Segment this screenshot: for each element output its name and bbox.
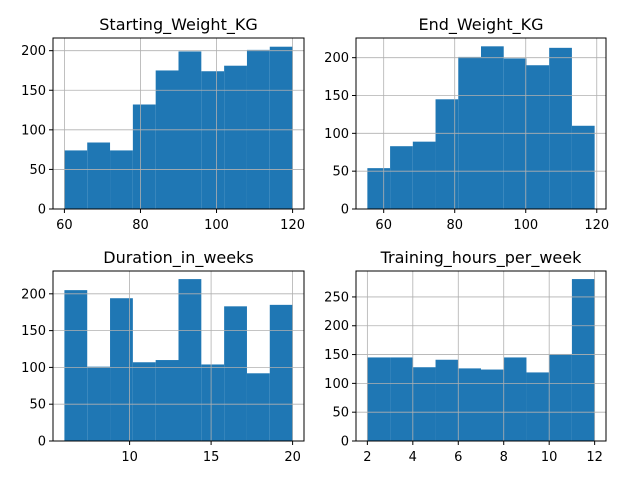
histogram-bar bbox=[155, 70, 179, 209]
histogram-bar bbox=[412, 141, 436, 209]
histogram-bar bbox=[367, 168, 391, 209]
y-tick-label: 50 bbox=[29, 398, 46, 413]
histogram-bar bbox=[64, 150, 88, 209]
histogram-bar bbox=[526, 65, 550, 209]
histogram-bar bbox=[458, 368, 481, 441]
y-tick-label: 150 bbox=[21, 84, 46, 99]
x-tick-label: 12 bbox=[586, 450, 603, 465]
x-tick-label: 100 bbox=[513, 218, 538, 233]
x-tick-label: 20 bbox=[284, 450, 301, 465]
histogram-bar bbox=[481, 46, 504, 209]
x-tick-label: 4 bbox=[409, 450, 417, 465]
x-tick-label: 60 bbox=[375, 218, 392, 233]
chart-title: Training_hours_per_week bbox=[380, 248, 582, 268]
histogram-bar bbox=[481, 369, 504, 441]
y-tick-label: 50 bbox=[332, 406, 349, 421]
axes-frame bbox=[355, 270, 607, 442]
histogram-bar bbox=[549, 353, 572, 441]
histogram-bar bbox=[571, 279, 595, 441]
y-tick-label: 100 bbox=[324, 377, 349, 392]
x-tick-label: 8 bbox=[500, 450, 508, 465]
axes-frame bbox=[52, 270, 305, 442]
x-tick-label: 80 bbox=[132, 218, 149, 233]
x-tick-label: 120 bbox=[280, 218, 305, 233]
histogram-bar bbox=[246, 373, 270, 441]
histogram-bar bbox=[435, 359, 459, 441]
histogram-bar bbox=[201, 364, 225, 441]
histogram-panel: 60 80 100 120 0 50 100 150 200 Starting_Weight_KG bbox=[21, 15, 305, 233]
histogram-bar bbox=[178, 279, 202, 441]
x-tick-label: 2 bbox=[363, 450, 371, 465]
histogram-bar bbox=[367, 357, 391, 441]
histogram-bar bbox=[503, 357, 527, 441]
x-tick-label: 15 bbox=[203, 450, 220, 465]
y-tick-label: 0 bbox=[341, 435, 349, 450]
histogram-bar bbox=[87, 142, 111, 209]
histogram-bar bbox=[435, 99, 459, 209]
x-tick-label: 100 bbox=[204, 218, 229, 233]
chart-title: Starting_Weight_KG bbox=[99, 15, 257, 35]
x-tick-label: 6 bbox=[454, 450, 462, 465]
x-tick-label: 60 bbox=[56, 218, 73, 233]
histogram-bar bbox=[201, 71, 225, 209]
y-tick-label: 0 bbox=[38, 435, 46, 450]
y-tick-label: 200 bbox=[324, 319, 349, 334]
y-tick-label: 50 bbox=[29, 163, 46, 178]
histogram-bar bbox=[110, 150, 133, 209]
x-tick-label: 10 bbox=[541, 450, 558, 465]
x-tick-label: 80 bbox=[446, 218, 463, 233]
histogram-bar bbox=[390, 357, 413, 441]
histogram-panel: 2 4 6 8 10 12 0 50 100 150 200 250 Training_hours_pe… bbox=[324, 248, 607, 465]
histogram-bar bbox=[64, 290, 88, 441]
y-tick-label: 100 bbox=[21, 123, 46, 138]
histogram-panel: 60 80 100 120 0 50 100 150 200 End_Weight_KG bbox=[324, 15, 609, 233]
histogram-bar bbox=[549, 47, 572, 209]
y-tick-label: 150 bbox=[324, 89, 349, 104]
histogram-bar bbox=[132, 362, 156, 441]
axes-frame bbox=[52, 37, 305, 210]
y-tick-label: 250 bbox=[324, 290, 349, 305]
histogram-bar bbox=[110, 298, 133, 441]
y-tick-label: 50 bbox=[332, 165, 349, 180]
histogram-bar bbox=[390, 146, 413, 209]
y-tick-label: 0 bbox=[341, 203, 349, 218]
histogram-bar bbox=[224, 65, 247, 209]
y-tick-label: 100 bbox=[21, 361, 46, 376]
histogram-bar bbox=[224, 306, 247, 441]
chart-title: Duration_in_weeks bbox=[103, 248, 253, 268]
y-tick-label: 200 bbox=[21, 44, 46, 59]
chart-title: End_Weight_KG bbox=[418, 15, 543, 35]
x-tick-label: 120 bbox=[584, 218, 609, 233]
y-tick-label: 200 bbox=[324, 51, 349, 66]
y-tick-label: 100 bbox=[324, 127, 349, 142]
y-tick-label: 150 bbox=[324, 348, 349, 363]
histogram-bar bbox=[155, 360, 179, 441]
histogram-bar bbox=[269, 304, 293, 441]
histogram-bar bbox=[526, 372, 550, 441]
y-tick-label: 200 bbox=[21, 287, 46, 302]
axes-frame bbox=[355, 37, 607, 210]
x-tick-label: 10 bbox=[121, 450, 138, 465]
histogram-bar bbox=[571, 125, 595, 209]
histogram-bar bbox=[412, 367, 436, 441]
y-tick-label: 150 bbox=[21, 324, 46, 339]
y-tick-label: 0 bbox=[38, 203, 46, 218]
histogram-bar bbox=[269, 46, 293, 210]
histogram-bar bbox=[132, 104, 156, 209]
